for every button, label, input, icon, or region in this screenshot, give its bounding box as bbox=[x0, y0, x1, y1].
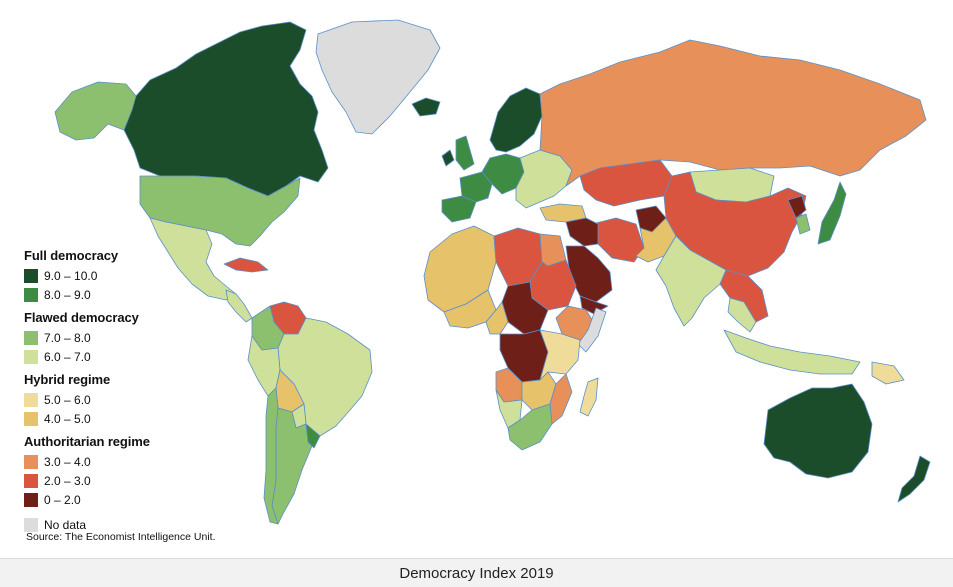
legend-item: 2.0 – 3.0 bbox=[24, 471, 244, 490]
region-alaska bbox=[54, 81, 137, 141]
region-cuba bbox=[223, 257, 269, 273]
region-syria-iraq bbox=[565, 217, 599, 247]
map-legend: Full democracy 9.0 – 10.0 8.0 – 9.0 Flawed … bbox=[24, 248, 244, 540]
legend-label: 6.0 – 7.0 bbox=[44, 349, 91, 364]
legend-swatch bbox=[24, 517, 38, 532]
legend-swatch bbox=[24, 492, 38, 507]
legend-group: Hybrid regime 5.0 – 6.0 4.0 – 5.0 bbox=[24, 372, 244, 428]
region-uruguay bbox=[305, 423, 321, 449]
world-map bbox=[54, 19, 931, 525]
legend-label: 2.0 – 3.0 bbox=[44, 473, 91, 488]
legend-item: 6.0 – 7.0 bbox=[24, 347, 244, 366]
region-south-africa bbox=[507, 403, 553, 451]
legend-item: 7.0 – 8.0 bbox=[24, 328, 244, 347]
legend-item: 9.0 – 10.0 bbox=[24, 266, 244, 285]
region-madagascar bbox=[579, 377, 599, 417]
legend-item: 4.0 – 5.0 bbox=[24, 409, 244, 428]
legend-swatch bbox=[24, 473, 38, 488]
legend-label: 7.0 – 8.0 bbox=[44, 330, 91, 345]
legend-swatch bbox=[24, 454, 38, 469]
legend-group: Full democracy 9.0 – 10.0 8.0 – 9.0 bbox=[24, 248, 244, 304]
legend-group-title: Flawed democracy bbox=[24, 310, 139, 325]
region-india bbox=[655, 235, 727, 327]
legend-item: No data bbox=[24, 515, 244, 534]
legend-label: No data bbox=[44, 517, 87, 532]
region-png bbox=[871, 361, 905, 385]
legend-swatch bbox=[24, 392, 38, 407]
legend-item: 3.0 – 4.0 bbox=[24, 452, 244, 471]
region-ireland bbox=[441, 149, 455, 167]
legend-label: 5.0 – 6.0 bbox=[44, 392, 91, 407]
region-central-america bbox=[225, 289, 253, 323]
legend-label: 0 – 2.0 bbox=[44, 492, 81, 507]
legend-item: 8.0 – 9.0 bbox=[24, 285, 244, 304]
region-chile bbox=[263, 387, 279, 525]
region-mexico bbox=[149, 217, 237, 301]
legend-group-title: Full democracy bbox=[24, 248, 118, 263]
legend-swatch bbox=[24, 349, 38, 364]
legend-label: 9.0 – 10.0 bbox=[44, 268, 98, 283]
region-nigeria bbox=[485, 301, 509, 335]
region-uk bbox=[455, 135, 475, 171]
legend-group: No data bbox=[24, 515, 244, 534]
region-russia bbox=[539, 39, 927, 187]
region-indonesia bbox=[723, 329, 861, 375]
legend-group-title: Authoritarian regime bbox=[24, 434, 150, 449]
legend-item: 0 – 2.0 bbox=[24, 490, 244, 509]
legend-label: 3.0 – 4.0 bbox=[44, 454, 91, 469]
legend-group: Authoritarian regime 3.0 – 4.0 2.0 – 3.0 0 … bbox=[24, 434, 244, 509]
region-south-korea bbox=[795, 213, 811, 235]
caption-bar: Democracy Index 2019 bbox=[0, 558, 953, 587]
region-se-asia bbox=[727, 297, 757, 333]
region-australia bbox=[763, 383, 873, 479]
legend-swatch bbox=[24, 411, 38, 426]
region-canada bbox=[123, 21, 329, 197]
legend-group-title: Hybrid regime bbox=[24, 372, 111, 387]
region-japan bbox=[817, 181, 847, 245]
region-somalia bbox=[577, 307, 607, 353]
source-note: Source: The Economist Intelligence Unit. bbox=[26, 531, 216, 543]
map-caption: Democracy Index 2019 bbox=[399, 564, 554, 582]
legend-label: 4.0 – 5.0 bbox=[44, 411, 91, 426]
legend-group: Flawed democracy 7.0 – 8.0 6.0 – 7.0 bbox=[24, 310, 244, 366]
legend-item: 5.0 – 6.0 bbox=[24, 390, 244, 409]
legend-swatch bbox=[24, 330, 38, 345]
region-scandinavia bbox=[489, 87, 543, 153]
legend-label: 8.0 – 9.0 bbox=[44, 287, 91, 302]
world-map-svg bbox=[54, 19, 931, 525]
region-new-zealand bbox=[897, 455, 931, 503]
region-iceland bbox=[411, 97, 441, 117]
legend-swatch bbox=[24, 287, 38, 302]
legend-swatch bbox=[24, 268, 38, 283]
region-north-korea bbox=[787, 195, 807, 219]
region-greenland bbox=[315, 19, 441, 135]
